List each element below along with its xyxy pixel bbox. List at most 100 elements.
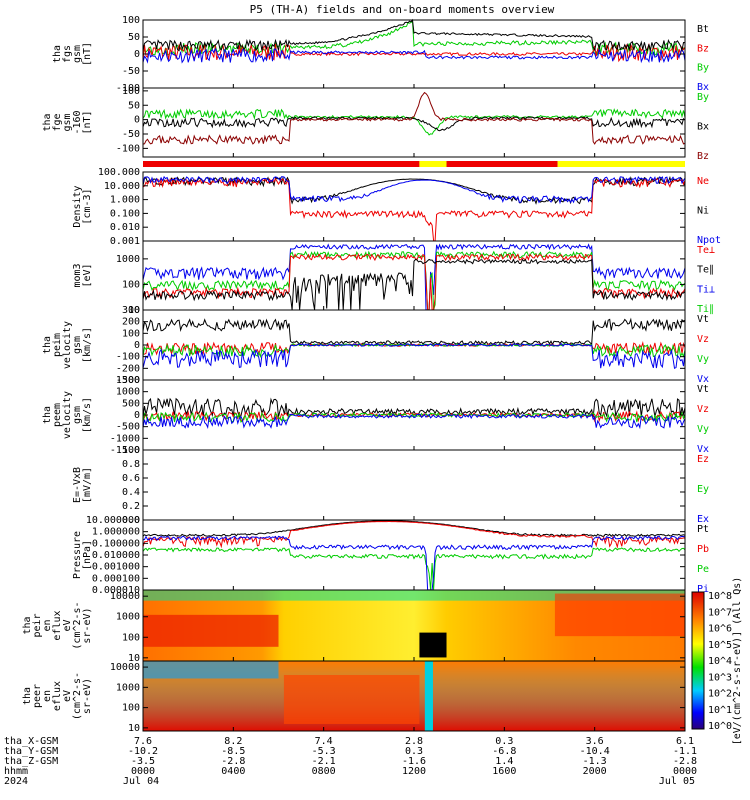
x-row-value: -3.5 [131,756,155,767]
series-line [142,175,686,205]
y-tick-label: 0.001000 [92,562,140,573]
y-axis-label: peem [52,403,63,427]
series-line [142,91,686,145]
y-axis-label: [nPa] [82,540,93,570]
y-tick-label: -1500 [110,445,140,456]
series-line [142,343,686,370]
x-row-value: 1600 [492,766,516,777]
spectrogram-gap [419,632,447,658]
y-axis-label: tha [42,336,53,354]
series-line [142,413,686,430]
series-line [142,535,686,591]
y-axis-label: sr-eV) [82,678,93,714]
y-tick-label: 100 [122,632,140,643]
y-axis-label: gsm [72,45,83,63]
y-tick-label: 0.8 [122,459,140,470]
y-tick-label: 10.000000 [86,515,140,526]
y-axis-label: mom3 [72,263,83,287]
x-row-value: 0000 [131,766,155,777]
y-tick-label: 0.0 [122,515,140,526]
x-row-value: -10.4 [580,746,610,757]
y-tick-label: -200 [116,363,140,374]
x-row-value: -5.3 [312,746,336,757]
legend-entry: Ti⊥ [697,284,715,295]
data-flag-bar [143,161,685,167]
x-row-value: -2.8 [673,756,697,767]
colorbar-tick: 10^1 [708,705,732,716]
panel-9: 10000 1000 100 10 tha peir en eflux eV (cm^2-s-sr… [22,589,686,664]
legend-entry: Vx [697,374,709,385]
y-tick-label: 0.000010 [92,585,140,596]
y-tick-label: 10000 [110,662,140,673]
series-line [142,175,686,205]
panel-7: 1.0 0.8 0.6 0.4 0.2 0.0 E=-VxB [mV/m] Ez Ey Ex [72,445,709,526]
x-row-value: 1.4 [495,756,513,767]
legend-entry: Vt [697,384,709,395]
series-line [142,520,686,549]
y-tick-label: 0 [134,115,140,126]
panel-2: 100 50 0 -50 -100 tha fge gsm -160 [nT] By Bx Bz [42,86,709,162]
y-tick-label: 100 [122,328,140,339]
legend-entry: Pt [697,524,709,535]
series-line [142,317,686,346]
colorbar-gradient [691,591,705,730]
legend-entry: Bx [697,82,709,93]
y-tick-label: 0.6 [122,473,140,484]
x-row-value: 1200 [402,766,426,777]
legend-entry: Vy [697,424,709,435]
y-axis-label: peer [32,684,43,708]
legend-entry: Bx [697,122,709,133]
legend-entry: Ey [697,484,709,495]
y-axis-label: [km/s] [82,397,93,433]
y-tick-label: 50 [128,32,140,43]
colorbar-tick: 10^6 [708,624,732,635]
legend-entry: Vy [697,354,709,365]
colorbar-label: [eV/(cm^2-s-sr-eV)] (All Qs) [732,577,743,746]
y-tick-label: 1.0 [122,445,140,456]
y-axis-label: gsm [72,406,83,424]
y-axis-label: fge [52,113,63,131]
x-row-value: -1.3 [583,756,607,767]
y-axis-label: (cm^2-s- [72,601,83,649]
spectrogram-band [143,661,279,679]
legend-entry: Ez [697,454,709,465]
y-tick-label: 0.100000 [92,538,140,549]
panel-3: 100.000 10.000 1.000 0.100 0.010 0.001 Density… [72,167,721,247]
y-tick-label: 300 [122,305,140,316]
x-row-value: -2.1 [312,756,336,767]
y-tick-label: 10 [128,305,140,316]
flag-segment [446,161,558,167]
legend-entry: Pi [697,584,709,595]
x-row-value: -6.8 [492,746,516,757]
legend-entry: By [697,63,709,74]
legend-entry: Vz [697,334,709,345]
y-tick-label: 1500 [116,375,140,386]
flag-segment [419,161,447,167]
y-tick-label: 10.000 [104,181,140,192]
y-axis-label: tha [22,687,33,705]
panel-frame [142,519,686,591]
y-tick-label: 0.010000 [92,550,140,561]
colorbar-tick: 10^4 [708,656,732,667]
panel-frame [142,449,686,521]
x-row-value: 2000 [583,766,607,777]
x-row-value: -1.1 [673,746,697,757]
x-row-value: -2.8 [221,756,245,767]
y-tick-label: 1.000 [110,195,140,206]
series-line [142,547,686,590]
x-row-value: Jul 05 [659,776,695,787]
y-axis-label: tha [42,406,53,424]
y-axis-label: gsm [72,336,83,354]
y-tick-label: 500 [122,398,140,409]
x-row-value: 0800 [312,766,336,777]
legend-entry: Ni [697,206,709,217]
y-tick-label: -100 [116,83,140,94]
colorbar-tick: 10^7 [708,607,732,618]
y-tick-label: 0.010 [110,222,140,233]
y-axis-label: fgs [62,45,73,63]
y-tick-label: 100 [122,703,140,714]
